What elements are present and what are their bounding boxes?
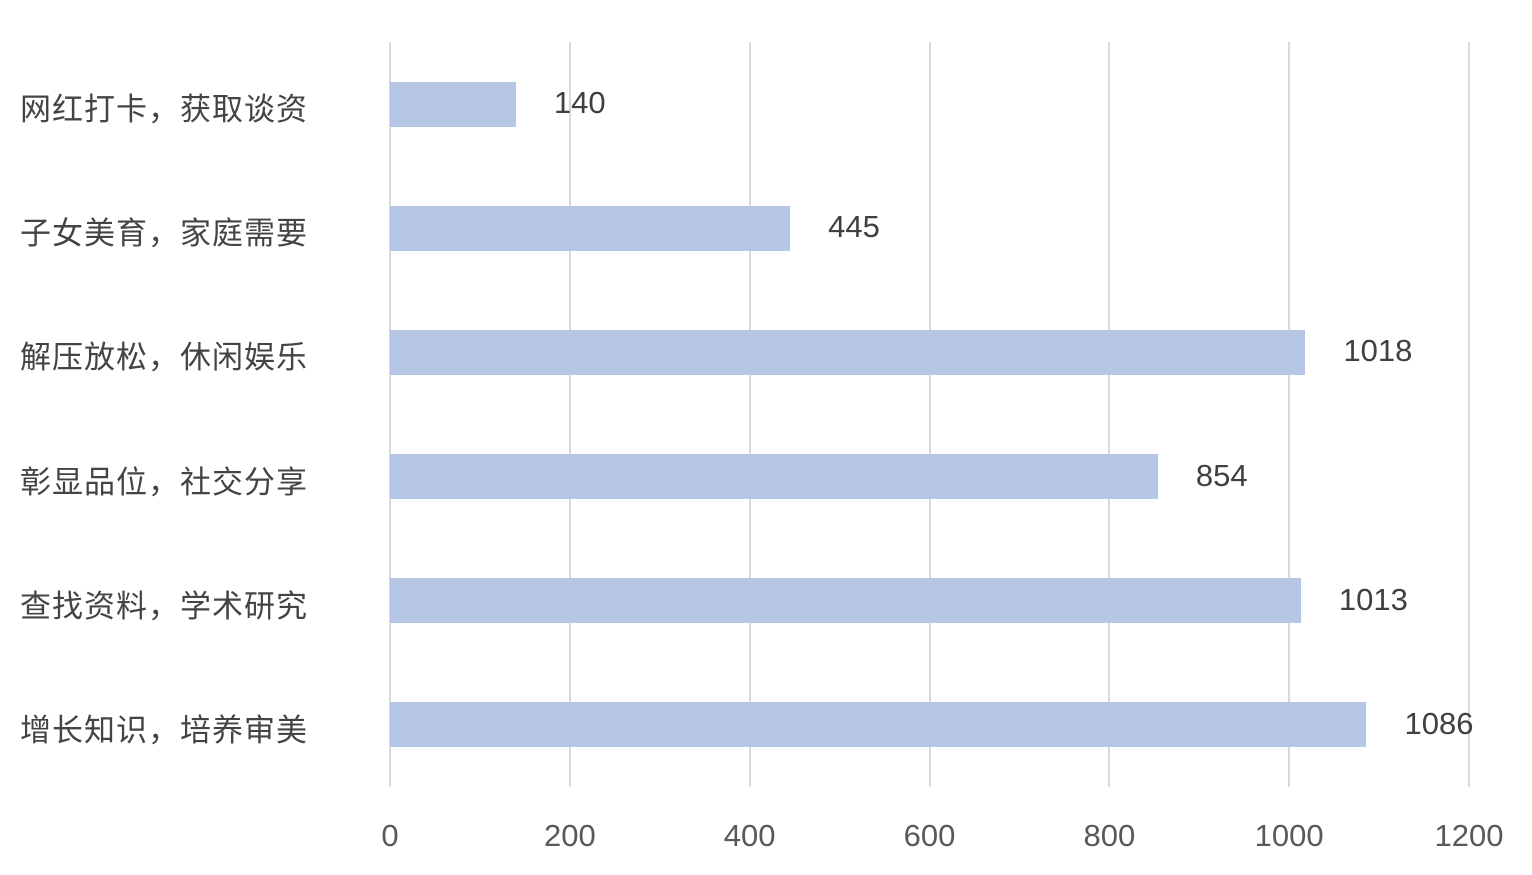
category-label: 子女美育，家庭需要 xyxy=(20,216,308,252)
bar xyxy=(390,578,1301,624)
x-axis-tick-label: 1200 xyxy=(1434,818,1504,853)
chart-row: 彰显品位，社交分享 854 xyxy=(0,415,1532,539)
x-axis-tick-label: 400 xyxy=(723,818,776,853)
x-axis-tick-label: 1000 xyxy=(1254,818,1324,853)
category-label: 网红打卡，获取谈资 xyxy=(20,92,308,128)
chart-row: 增长知识，培养审美 1086 xyxy=(0,663,1532,787)
bar xyxy=(390,81,516,127)
bar xyxy=(390,205,791,251)
value-label: 1086 xyxy=(1404,705,1474,741)
chart-row: 子女美育，家庭需要 445 xyxy=(0,166,1532,290)
value-label: 140 xyxy=(553,85,606,121)
gridline xyxy=(928,42,931,787)
x-axis-tick-label: 0 xyxy=(381,818,399,853)
chart-row: 解压放松，休闲娱乐 1018 xyxy=(0,290,1532,414)
x-axis-tick-label: 800 xyxy=(1083,818,1136,853)
value-label: 1013 xyxy=(1338,581,1408,617)
gridline xyxy=(1108,42,1111,787)
gridline xyxy=(1468,42,1470,787)
category-label: 解压放松，休闲娱乐 xyxy=(20,340,308,376)
gridline xyxy=(568,42,571,787)
bar xyxy=(390,329,1306,375)
gridline xyxy=(1288,42,1291,787)
category-label: 彰显品位，社交分享 xyxy=(20,464,308,500)
bar xyxy=(390,454,1158,500)
category-label: 查找资料，学术研究 xyxy=(20,588,308,624)
chart-row: 查找资料，学术研究 1013 xyxy=(0,539,1532,663)
value-label: 1018 xyxy=(1343,333,1413,369)
chart-row: 网红打卡，获取谈资 140 xyxy=(0,42,1532,166)
category-label: 增长知识，培养审美 xyxy=(20,712,308,748)
gridline xyxy=(389,42,391,787)
x-axis-tick-label: 600 xyxy=(903,818,956,853)
gridline xyxy=(748,42,751,787)
x-axis-tick-label: 200 xyxy=(543,818,596,853)
value-label: 854 xyxy=(1195,457,1248,493)
bar xyxy=(390,702,1367,748)
value-label: 445 xyxy=(828,209,880,245)
